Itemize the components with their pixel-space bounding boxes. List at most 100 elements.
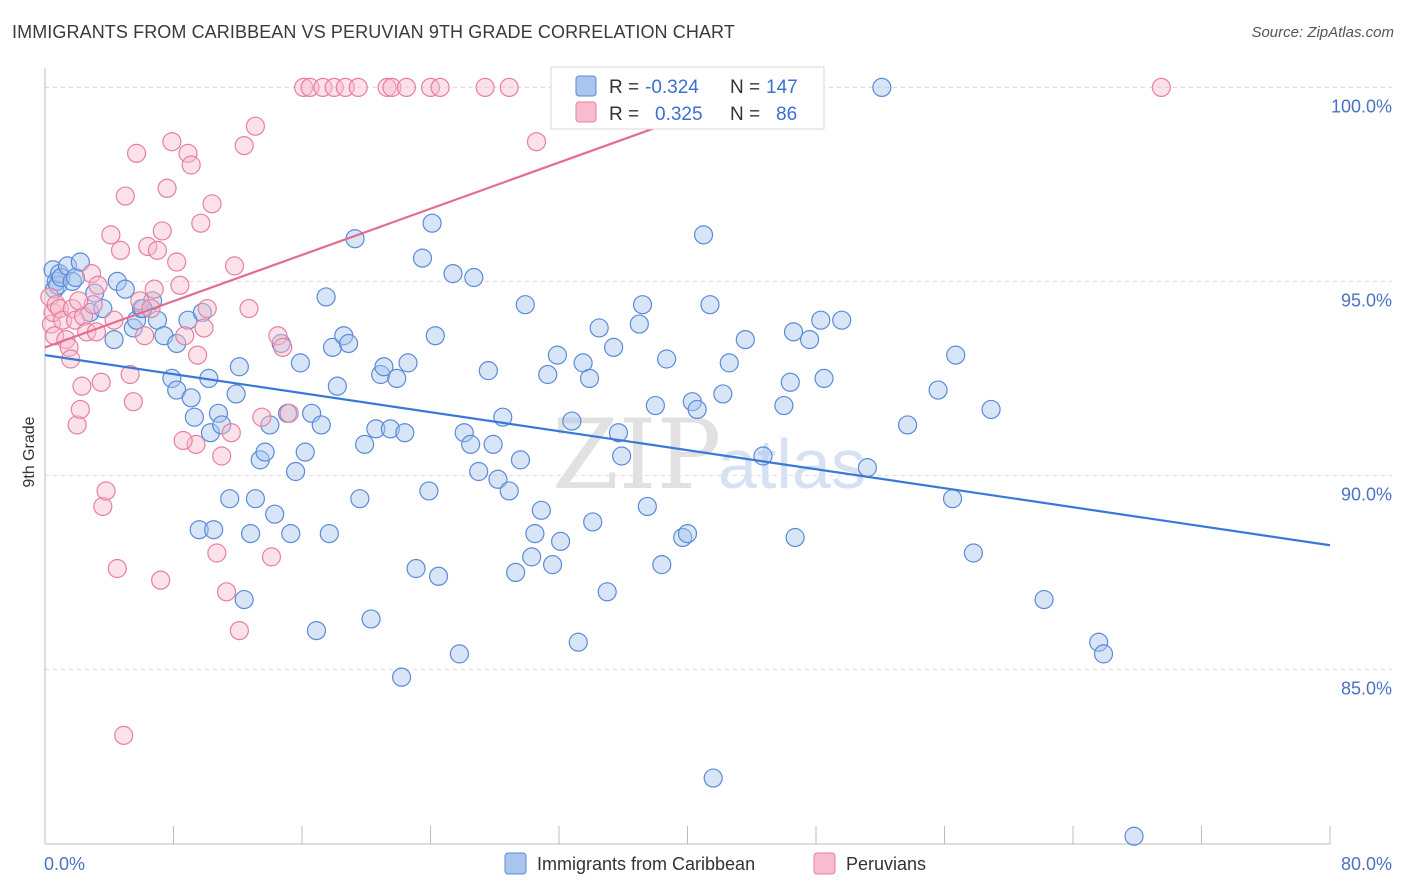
point-caribbean xyxy=(366,419,386,439)
point-caribbean xyxy=(449,644,470,664)
point-peruvian xyxy=(107,558,127,579)
point-caribbean xyxy=(461,434,481,454)
point-peruvian xyxy=(147,240,168,260)
legend-r-label-caribbean: R = xyxy=(609,77,639,98)
legend-r-value-peruvians: 0.325 xyxy=(655,104,703,125)
point-peruvian xyxy=(348,77,368,98)
x-tick-label-max: 80.0% xyxy=(1341,854,1392,874)
point-peruvian xyxy=(216,582,237,602)
point-caribbean xyxy=(181,388,201,408)
point-peruvian xyxy=(123,392,143,412)
point-caribbean xyxy=(814,368,834,388)
point-caribbean xyxy=(350,489,370,509)
trend-line-caribbean xyxy=(44,354,1331,547)
point-caribbean xyxy=(499,481,519,501)
point-caribbean xyxy=(93,298,113,319)
point-peruvian xyxy=(261,547,282,567)
point-caribbean xyxy=(525,523,545,544)
point-peruvian xyxy=(313,77,333,98)
point-caribbean xyxy=(735,330,755,350)
legend-r-value-caribbean: -0.324 xyxy=(645,77,699,98)
point-caribbean xyxy=(645,395,665,416)
point-caribbean xyxy=(295,442,315,462)
point-caribbean xyxy=(167,333,187,354)
point-caribbean xyxy=(220,489,240,509)
point-caribbean xyxy=(608,423,629,443)
point-caribbean xyxy=(632,295,653,315)
point-caribbean xyxy=(719,353,739,373)
series-legend-swatch-caribbean xyxy=(504,852,527,875)
point-caribbean xyxy=(265,504,285,524)
point-caribbean xyxy=(483,434,503,454)
point-caribbean xyxy=(406,558,426,579)
series-legend: Immigrants from Caribbean Peruvians xyxy=(504,852,926,875)
point-peruvian xyxy=(175,326,195,346)
point-caribbean xyxy=(107,271,127,291)
point-caribbean xyxy=(260,415,280,435)
point-caribbean xyxy=(419,481,439,501)
point-caribbean xyxy=(285,461,306,482)
point-caribbean xyxy=(104,330,124,350)
point-peruvian xyxy=(187,345,208,365)
point-peruvian xyxy=(151,570,171,590)
point-caribbean xyxy=(226,384,246,404)
point-peruvian xyxy=(173,430,193,451)
point-peruvian xyxy=(88,275,108,295)
point-peruvian xyxy=(67,415,87,435)
point-caribbean xyxy=(245,489,266,509)
point-caribbean xyxy=(234,589,254,610)
point-caribbean xyxy=(897,415,918,435)
point-caribbean xyxy=(255,442,275,462)
point-peruvian xyxy=(126,143,147,163)
point-caribbean xyxy=(551,531,571,551)
point-caribbean xyxy=(629,314,649,334)
point-caribbean xyxy=(422,213,442,233)
trend-lines xyxy=(44,86,1331,547)
point-peruvian xyxy=(279,403,299,423)
point-caribbean xyxy=(637,496,657,517)
point-peruvian xyxy=(207,543,227,563)
point-peruvian xyxy=(526,132,547,152)
point-caribbean xyxy=(1093,644,1114,664)
point-caribbean xyxy=(443,264,463,284)
y-tick-label: 85.0% xyxy=(1341,678,1392,698)
point-caribbean xyxy=(785,527,805,548)
point-peruvian xyxy=(81,264,102,284)
point-caribbean xyxy=(316,287,336,307)
point-peruvian xyxy=(475,77,495,98)
point-caribbean xyxy=(832,310,852,330)
point-peruvian xyxy=(191,213,211,233)
point-peruvian xyxy=(377,77,397,98)
point-peruvian xyxy=(212,446,232,466)
point-peruvian xyxy=(101,225,121,245)
point-caribbean xyxy=(322,337,343,357)
data-points xyxy=(40,77,1171,846)
series-legend-swatch-peruvians xyxy=(813,852,836,875)
point-peruvian xyxy=(62,298,82,319)
point-peruvian xyxy=(382,77,402,98)
point-caribbean xyxy=(657,349,677,369)
point-caribbean xyxy=(713,384,733,404)
point-caribbean xyxy=(774,395,794,416)
point-peruvian xyxy=(273,337,293,357)
point-caribbean xyxy=(469,461,489,482)
point-caribbean xyxy=(604,337,624,357)
point-caribbean xyxy=(425,326,445,346)
point-caribbean xyxy=(454,423,474,443)
point-caribbean xyxy=(872,77,892,98)
point-peruvian xyxy=(72,376,92,396)
point-peruvian xyxy=(114,725,134,745)
point-peruvian xyxy=(202,194,222,214)
legend-n-label-caribbean: N = xyxy=(730,77,760,98)
series-caribbean xyxy=(43,77,1144,846)
point-peruvian xyxy=(152,221,172,241)
point-peruvian xyxy=(120,364,140,385)
point-caribbean xyxy=(693,225,714,245)
point-caribbean xyxy=(531,500,551,520)
legend-swatch-caribbean xyxy=(575,75,597,97)
y-tick-label: 100.0% xyxy=(1331,96,1392,116)
point-peruvian xyxy=(268,326,288,346)
point-peruvian xyxy=(324,77,344,98)
correlation-legend: R = -0.324 N = 147 R = 0.325 N = 86 xyxy=(550,66,825,130)
watermark-atlas: atlas xyxy=(718,425,866,503)
